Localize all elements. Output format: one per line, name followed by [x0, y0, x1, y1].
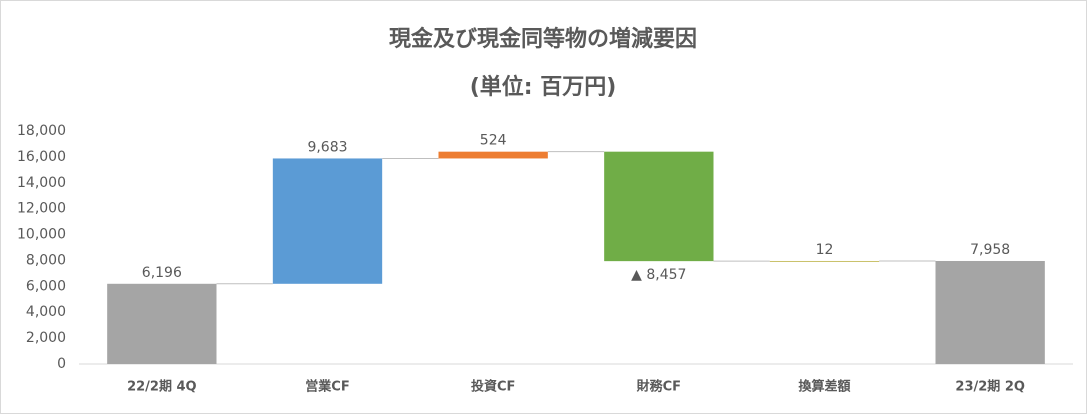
x-tick-label: 財務CF: [636, 379, 681, 395]
value-label: ▲ 8,457: [631, 267, 686, 283]
x-tick-label: 投資CF: [471, 379, 515, 395]
bar: [107, 283, 217, 364]
bar: [935, 260, 1045, 364]
chart-subtitle: (単位: 百万円): [470, 74, 617, 100]
y-tick-label: 2,000: [26, 330, 66, 346]
y-tick-label: 8,000: [26, 252, 66, 268]
y-tick-label: 4,000: [26, 304, 66, 320]
y-tick-label: 10,000: [17, 227, 66, 243]
bar: [272, 158, 383, 284]
bar: [438, 151, 548, 159]
x-tick-label: 営業CF: [305, 379, 349, 395]
bar: [604, 151, 714, 262]
y-tick-label: 18,000: [17, 123, 66, 139]
x-tick-label: 22/2期 4Q: [127, 380, 197, 395]
y-tick-label: 12,000: [17, 201, 66, 217]
y-tick-label: 0: [57, 356, 66, 372]
value-label: 524: [480, 133, 507, 149]
x-tick-label: 換算差額: [798, 379, 850, 395]
bar: [769, 260, 880, 262]
value-label: 7,958: [970, 242, 1010, 258]
chart-title: 現金及び現金同等物の増減要因: [389, 26, 697, 52]
value-label: 9,683: [307, 139, 347, 155]
value-label: 6,196: [142, 265, 182, 281]
x-tick-label: 23/2期 2Q: [955, 380, 1025, 395]
y-tick-label: 14,000: [17, 175, 66, 191]
value-label: 12: [816, 242, 834, 258]
y-tick-label: 16,000: [17, 149, 66, 165]
y-tick-label: 6,000: [26, 278, 66, 294]
